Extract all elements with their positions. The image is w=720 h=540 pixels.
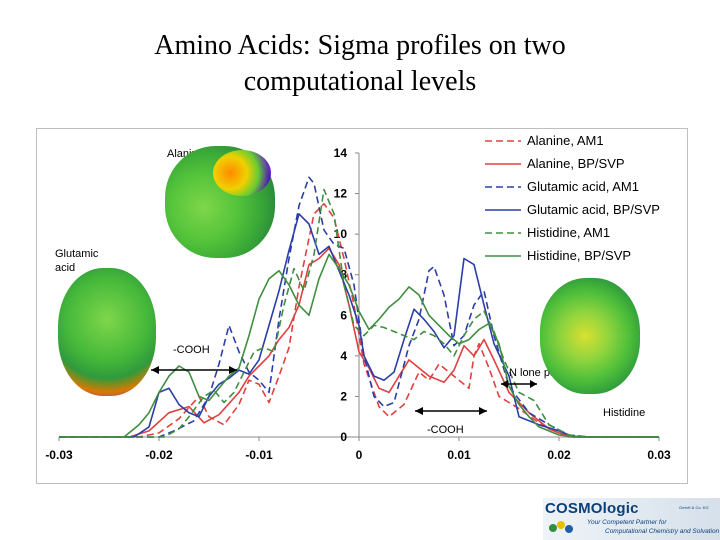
glutamic-acid-molecule-image [58,268,156,396]
x-tick-label: 0.03 [647,448,671,462]
slide-title: Amino Acids: Sigma profiles on two compu… [60,28,660,100]
sigma-profile-chart: -0.03 -0.02 -0.01 0 0.01 0.02 0.0302468101214 … [45,133,671,462]
label-cooh-left: -COOH [173,344,210,356]
cooh-left-arrowhead-right [229,366,237,374]
logo-name: COSMOlogic [545,500,639,517]
series-line-5 [59,253,659,438]
y-tick-label: 6 [340,308,347,322]
series-line-0 [59,202,659,438]
y-tick-label: 12 [334,187,348,201]
y-tick-label: 14 [334,146,348,160]
series-line-2 [59,176,659,438]
x-tick-label: -0.02 [145,448,173,462]
y-tick-label: 2 [340,389,347,403]
legend-label-3: Glutamic acid, BP/SVP [527,202,660,217]
y-tick-label: 8 [340,268,347,282]
x-tick-label: 0.01 [447,448,471,462]
logo-suffix: GmbH & Co. KG [679,505,709,510]
cooh-left-arrowhead-left [151,366,159,374]
series-line-3 [59,213,659,438]
legend-label-2: Glutamic acid, AM1 [527,179,639,194]
series-line-4 [59,188,659,438]
legend-label-1: Alanine, BP/SVP [527,156,625,171]
logo-molecule-icon [549,521,573,533]
x-tick-label: -0.03 [45,448,73,462]
cooh-right-arrowhead-right [479,407,487,415]
label-glutamic-line-2: acid [55,262,75,274]
alanine-molecule-image [165,146,275,258]
label-histidine: Histidine [603,407,645,419]
logo-tagline-1: Your Competent Partner for [587,519,667,526]
slide-title-line-1: Amino Acids: Sigma profiles on two [154,30,566,61]
y-tick-label: 0 [340,430,347,444]
series-line-1 [59,247,659,438]
legend-label-0: Alanine, AM1 [527,133,604,148]
legend-label-4: Histidine, AM1 [527,225,610,240]
cosmologic-logo: COSMOlogic GmbH & Co. KG Your Competent … [543,498,720,540]
logo-tagline-2: Computational Chemistry and Solvation [605,528,720,535]
n-lone-pair-arrowhead-left [501,380,508,388]
series-layer [59,176,659,438]
y-tick-label: 10 [334,227,348,241]
label-cooh-right: -COOH [427,424,464,436]
label-glutamic-line-1: Glutamic [55,248,99,260]
x-tick-label: 0.02 [547,448,571,462]
n-lone-pair-arrowhead-right [530,380,537,388]
legend-label-5: Histidine, BP/SVP [527,248,631,263]
x-tick-label: 0 [356,448,363,462]
histidine-molecule-image [540,278,640,394]
chart-legend: Alanine, AM1 Alanine, BP/SVP Glutamic acid… [485,133,660,263]
slide-title-line-2: computational levels [243,66,477,97]
x-tick-label: -0.01 [245,448,273,462]
cooh-right-arrowhead-left [415,407,423,415]
y-tick-label: 4 [340,349,347,363]
annotation-arrows [151,366,537,415]
